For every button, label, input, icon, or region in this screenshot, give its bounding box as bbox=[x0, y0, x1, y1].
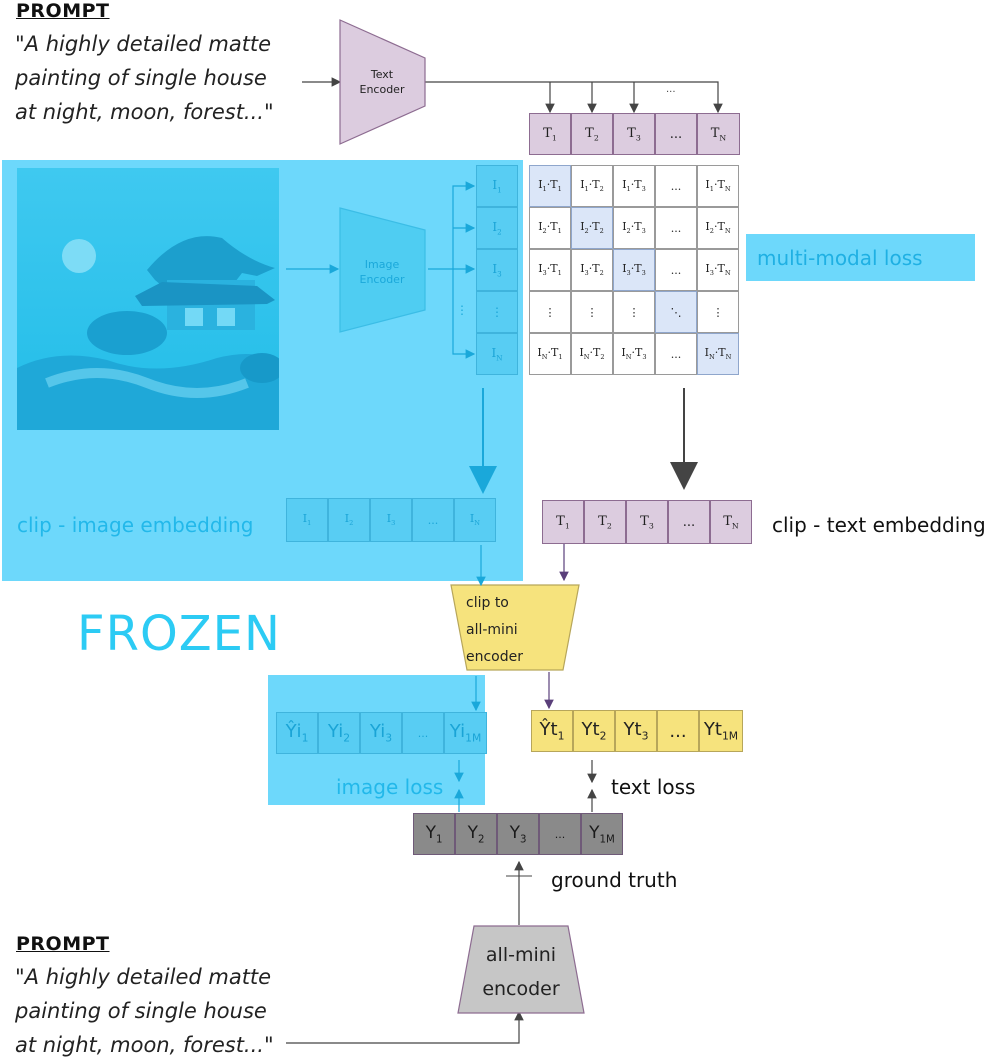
image-encoder-shape bbox=[339, 207, 426, 333]
clip-text-token-3: T3 bbox=[626, 500, 668, 544]
matrix-cell: I1·T3 bbox=[613, 165, 655, 207]
image-token-4: ⋮ bbox=[476, 291, 518, 333]
text-token-4: ... bbox=[655, 113, 697, 155]
matrix-cell: ⋮ bbox=[613, 291, 655, 333]
prompt-title-bottom: PROMPT bbox=[16, 933, 110, 955]
matrix-cell: ... bbox=[655, 333, 697, 375]
text-pred-token-3: Yt3 bbox=[615, 710, 657, 752]
text-token-1: T1 bbox=[529, 113, 571, 155]
clip-image-embedding-label: clip - image embedding bbox=[17, 513, 254, 537]
ground-truth-token-3: Y3 bbox=[497, 813, 539, 855]
image-loss-label: image loss bbox=[336, 775, 444, 799]
matrix-cell: I2·T1 bbox=[529, 207, 571, 249]
text-pred-token-4: ... bbox=[657, 710, 699, 752]
clip-text-token-5: TN bbox=[710, 500, 752, 544]
text-token-5: TN bbox=[697, 113, 740, 155]
matrix-cell: IN·T1 bbox=[529, 333, 571, 375]
image-pred-token-5: Yi1M bbox=[444, 712, 487, 754]
matrix-cell: I2·T2 bbox=[571, 207, 613, 249]
image-pred-token-2: Yi2 bbox=[318, 712, 360, 754]
text-encoder-bus bbox=[425, 81, 723, 114]
matrix-cell: ⋮ bbox=[571, 291, 613, 333]
image-token-3: I3 bbox=[476, 249, 518, 291]
matrix-cell: I2·T3 bbox=[613, 207, 655, 249]
text-pred-token-2: Yt2 bbox=[573, 710, 615, 752]
bottom-prompt-to-allmini-arrow bbox=[286, 1010, 524, 1044]
clip-to-allmini-label: clip to all-mini encoder bbox=[466, 595, 524, 665]
matrix-cell: IN·TN bbox=[697, 333, 739, 375]
matrix-cell: IN·T2 bbox=[571, 333, 613, 375]
multimodal-loss-label: multi-modal loss bbox=[757, 246, 923, 270]
clip-image-token-4: ... bbox=[412, 498, 454, 542]
matrix-cell: IN·T3 bbox=[613, 333, 655, 375]
ground-truth-token-4: ... bbox=[539, 813, 581, 855]
clip-text-embedding-label: clip - text embedding bbox=[772, 513, 986, 537]
image-encoder-label: Image Encoder bbox=[359, 258, 405, 286]
ground-truth-token-5: Y1M bbox=[581, 813, 623, 855]
image-token-2: I2 bbox=[476, 207, 518, 249]
text-token-3: T3 bbox=[613, 113, 655, 155]
image-pred-token-3: Yi3 bbox=[360, 712, 402, 754]
ground-truth-token-1: Y1 bbox=[413, 813, 455, 855]
matrix-cell: I1·T2 bbox=[571, 165, 613, 207]
clip-text-token-1: T1 bbox=[542, 500, 584, 544]
image-side-dots: ⋮ bbox=[456, 303, 468, 317]
text-encoder-label: Text Encoder bbox=[359, 68, 405, 96]
image-token-1: I1 bbox=[476, 165, 518, 207]
ground-truth-label: ground truth bbox=[551, 868, 678, 892]
matrix-cell: ... bbox=[655, 165, 697, 207]
top-dots: ... bbox=[666, 84, 676, 95]
image-pred-token-4: ... bbox=[402, 712, 444, 754]
prompt-text-top: "A highly detailed matte painting of sin… bbox=[15, 32, 274, 124]
clip-image-token-3: I3 bbox=[370, 498, 412, 542]
clip-image-token-1: I1 bbox=[286, 498, 328, 542]
matrix-cell: ⋮ bbox=[529, 291, 571, 333]
text-pred-token-1: Ŷt1 bbox=[531, 710, 573, 752]
clip-text-token-4: ... bbox=[668, 500, 710, 544]
frozen-label: FROZEN bbox=[77, 606, 281, 662]
matrix-cell: I3·T1 bbox=[529, 249, 571, 291]
clip-to-allmini-shape bbox=[450, 584, 580, 671]
image-pred-token-1: Ŷi1 bbox=[276, 712, 318, 754]
prompt-title-top: PROMPT bbox=[16, 0, 110, 22]
matrix-cell: I2·TN bbox=[697, 207, 739, 249]
clip-text-token-2: T2 bbox=[584, 500, 626, 544]
text-pred-token-5: Yt1M bbox=[699, 710, 743, 752]
matrix-cell: ... bbox=[655, 207, 697, 249]
image-token-5: IN bbox=[476, 333, 518, 375]
text-encoder-shape bbox=[339, 19, 426, 145]
text-token-2: T2 bbox=[571, 113, 613, 155]
ground-truth-token-2: Y2 bbox=[455, 813, 497, 855]
clip-image-token-2: I2 bbox=[328, 498, 370, 542]
matrix-cell: ⋱ bbox=[655, 291, 697, 333]
matrix-cell: I3·T3 bbox=[613, 249, 655, 291]
allmini-encoder-shape bbox=[457, 925, 585, 1014]
multimodal-loss-box bbox=[746, 234, 975, 281]
matrix-cell: ⋮ bbox=[697, 291, 739, 333]
clip-image-token-5: IN bbox=[454, 498, 496, 542]
house-image bbox=[17, 168, 279, 430]
text-loss-label: text loss bbox=[611, 775, 696, 799]
matrix-cell: I3·TN bbox=[697, 249, 739, 291]
matrix-cell: I1·TN bbox=[697, 165, 739, 207]
matrix-cell: ... bbox=[655, 249, 697, 291]
matrix-cell: I3·T2 bbox=[571, 249, 613, 291]
prompt-text-bottom: "A highly detailed matte painting of sin… bbox=[15, 965, 274, 1057]
house-night-illustration bbox=[17, 236, 279, 430]
matrix-cell: I1·T1 bbox=[529, 165, 571, 207]
allmini-encoder-label: all-mini encoder bbox=[482, 944, 560, 1000]
